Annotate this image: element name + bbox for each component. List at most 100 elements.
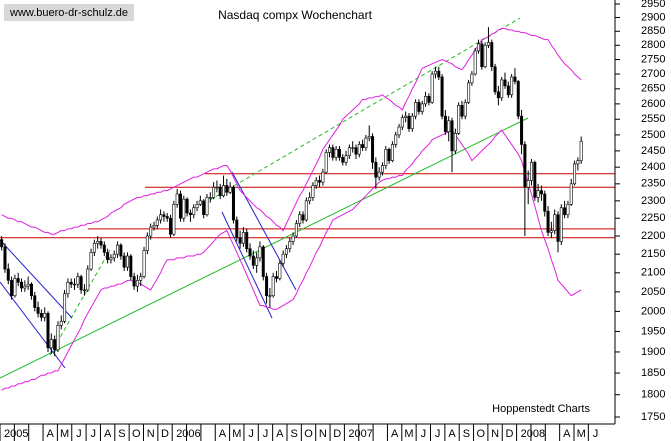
candle-body	[324, 152, 328, 173]
plot-area	[0, 17, 615, 391]
candle-body	[142, 250, 146, 277]
candle-body	[82, 289, 86, 292]
candle-body	[576, 160, 580, 165]
x-tick-label: J	[248, 428, 254, 440]
y-tick-label: 1850	[641, 367, 665, 379]
candle-body	[92, 242, 96, 253]
candle-body	[155, 219, 159, 226]
candle-body	[3, 246, 7, 270]
candle-body	[473, 50, 477, 75]
candle-body	[516, 81, 520, 117]
candle-body	[404, 115, 408, 118]
y-tick-label: 1950	[641, 325, 665, 337]
candle-body	[215, 186, 219, 189]
x-tick-label: M	[577, 428, 586, 440]
channel-line	[221, 211, 273, 319]
candle-body	[493, 66, 497, 93]
candle-body	[162, 214, 166, 217]
candle-body	[556, 214, 560, 242]
candle-body	[86, 268, 90, 291]
candle-body	[109, 257, 113, 261]
candle-body	[149, 226, 153, 237]
candle-body	[198, 200, 202, 205]
candle-body	[573, 163, 577, 185]
candle-body	[228, 186, 232, 193]
candle-body	[311, 185, 315, 198]
candle-body	[241, 232, 245, 244]
candle-body	[530, 161, 534, 181]
candle-body	[539, 190, 543, 195]
candle-body	[447, 120, 451, 133]
candle-body	[357, 144, 361, 155]
candle-body	[460, 105, 464, 117]
candle-body	[526, 180, 530, 188]
x-tick-label: A	[448, 428, 456, 440]
y-tick-label: 2300	[641, 195, 665, 207]
candle-body	[36, 307, 40, 314]
candle-body	[443, 115, 447, 133]
candle-body	[304, 200, 308, 221]
candle-body	[66, 281, 70, 295]
candle-body	[467, 82, 471, 103]
candle-body	[159, 214, 163, 221]
candle-body	[341, 157, 345, 163]
candle-body	[549, 230, 553, 233]
candle-body	[281, 253, 285, 264]
candle-body	[99, 241, 103, 246]
candle-body	[361, 144, 365, 148]
candle-body	[79, 276, 83, 291]
candle-body	[245, 232, 249, 249]
candle-body	[453, 133, 457, 152]
y-tick-label: 2000	[641, 305, 665, 317]
candle-body	[172, 203, 176, 235]
y-tick-label: 2550	[641, 113, 665, 125]
x-tick-label: S	[118, 428, 125, 440]
candle-body	[523, 144, 527, 188]
candle-body	[351, 147, 355, 149]
bollinger-band	[1, 129, 582, 391]
candle-body	[520, 115, 524, 145]
candle-body	[420, 103, 424, 112]
trend-line	[49, 249, 111, 356]
x-tick-label: D	[333, 428, 341, 440]
y-tick-label: 2650	[641, 83, 665, 95]
candle-body	[208, 197, 212, 199]
candle-body	[503, 79, 507, 87]
candle-body	[308, 197, 312, 202]
candle-body	[367, 136, 371, 139]
candle-body	[486, 42, 490, 46]
candle-body	[175, 193, 179, 205]
candle-body	[433, 70, 437, 75]
candle-body	[102, 244, 106, 253]
y-tick-label: 2700	[641, 68, 665, 80]
candle-body	[96, 241, 100, 244]
bollinger-band	[1, 28, 582, 235]
candle-body	[533, 161, 537, 198]
candle-body	[298, 214, 302, 224]
candle-body	[314, 180, 318, 186]
candle-body	[125, 255, 129, 268]
candle-body	[169, 217, 173, 235]
candle-body	[380, 165, 384, 173]
candle-body	[337, 148, 341, 158]
candle-body	[13, 278, 17, 297]
x-tick-label: 2006	[176, 428, 200, 440]
candle-body	[553, 214, 557, 231]
y-tick-label: 2450	[641, 145, 665, 157]
candle-body	[218, 186, 222, 197]
candle-body	[424, 96, 428, 105]
candle-body	[165, 216, 169, 219]
candle-body	[23, 285, 27, 289]
candle-body	[63, 293, 67, 322]
candle-body	[178, 193, 182, 219]
candle-body	[152, 224, 156, 228]
candle-body	[546, 210, 550, 233]
candle-body	[510, 76, 514, 96]
candle-body	[347, 147, 351, 157]
x-tick-label: J	[593, 428, 599, 440]
x-tick-label: N	[319, 428, 327, 440]
candle-body	[73, 283, 77, 286]
candle-body	[414, 102, 418, 117]
